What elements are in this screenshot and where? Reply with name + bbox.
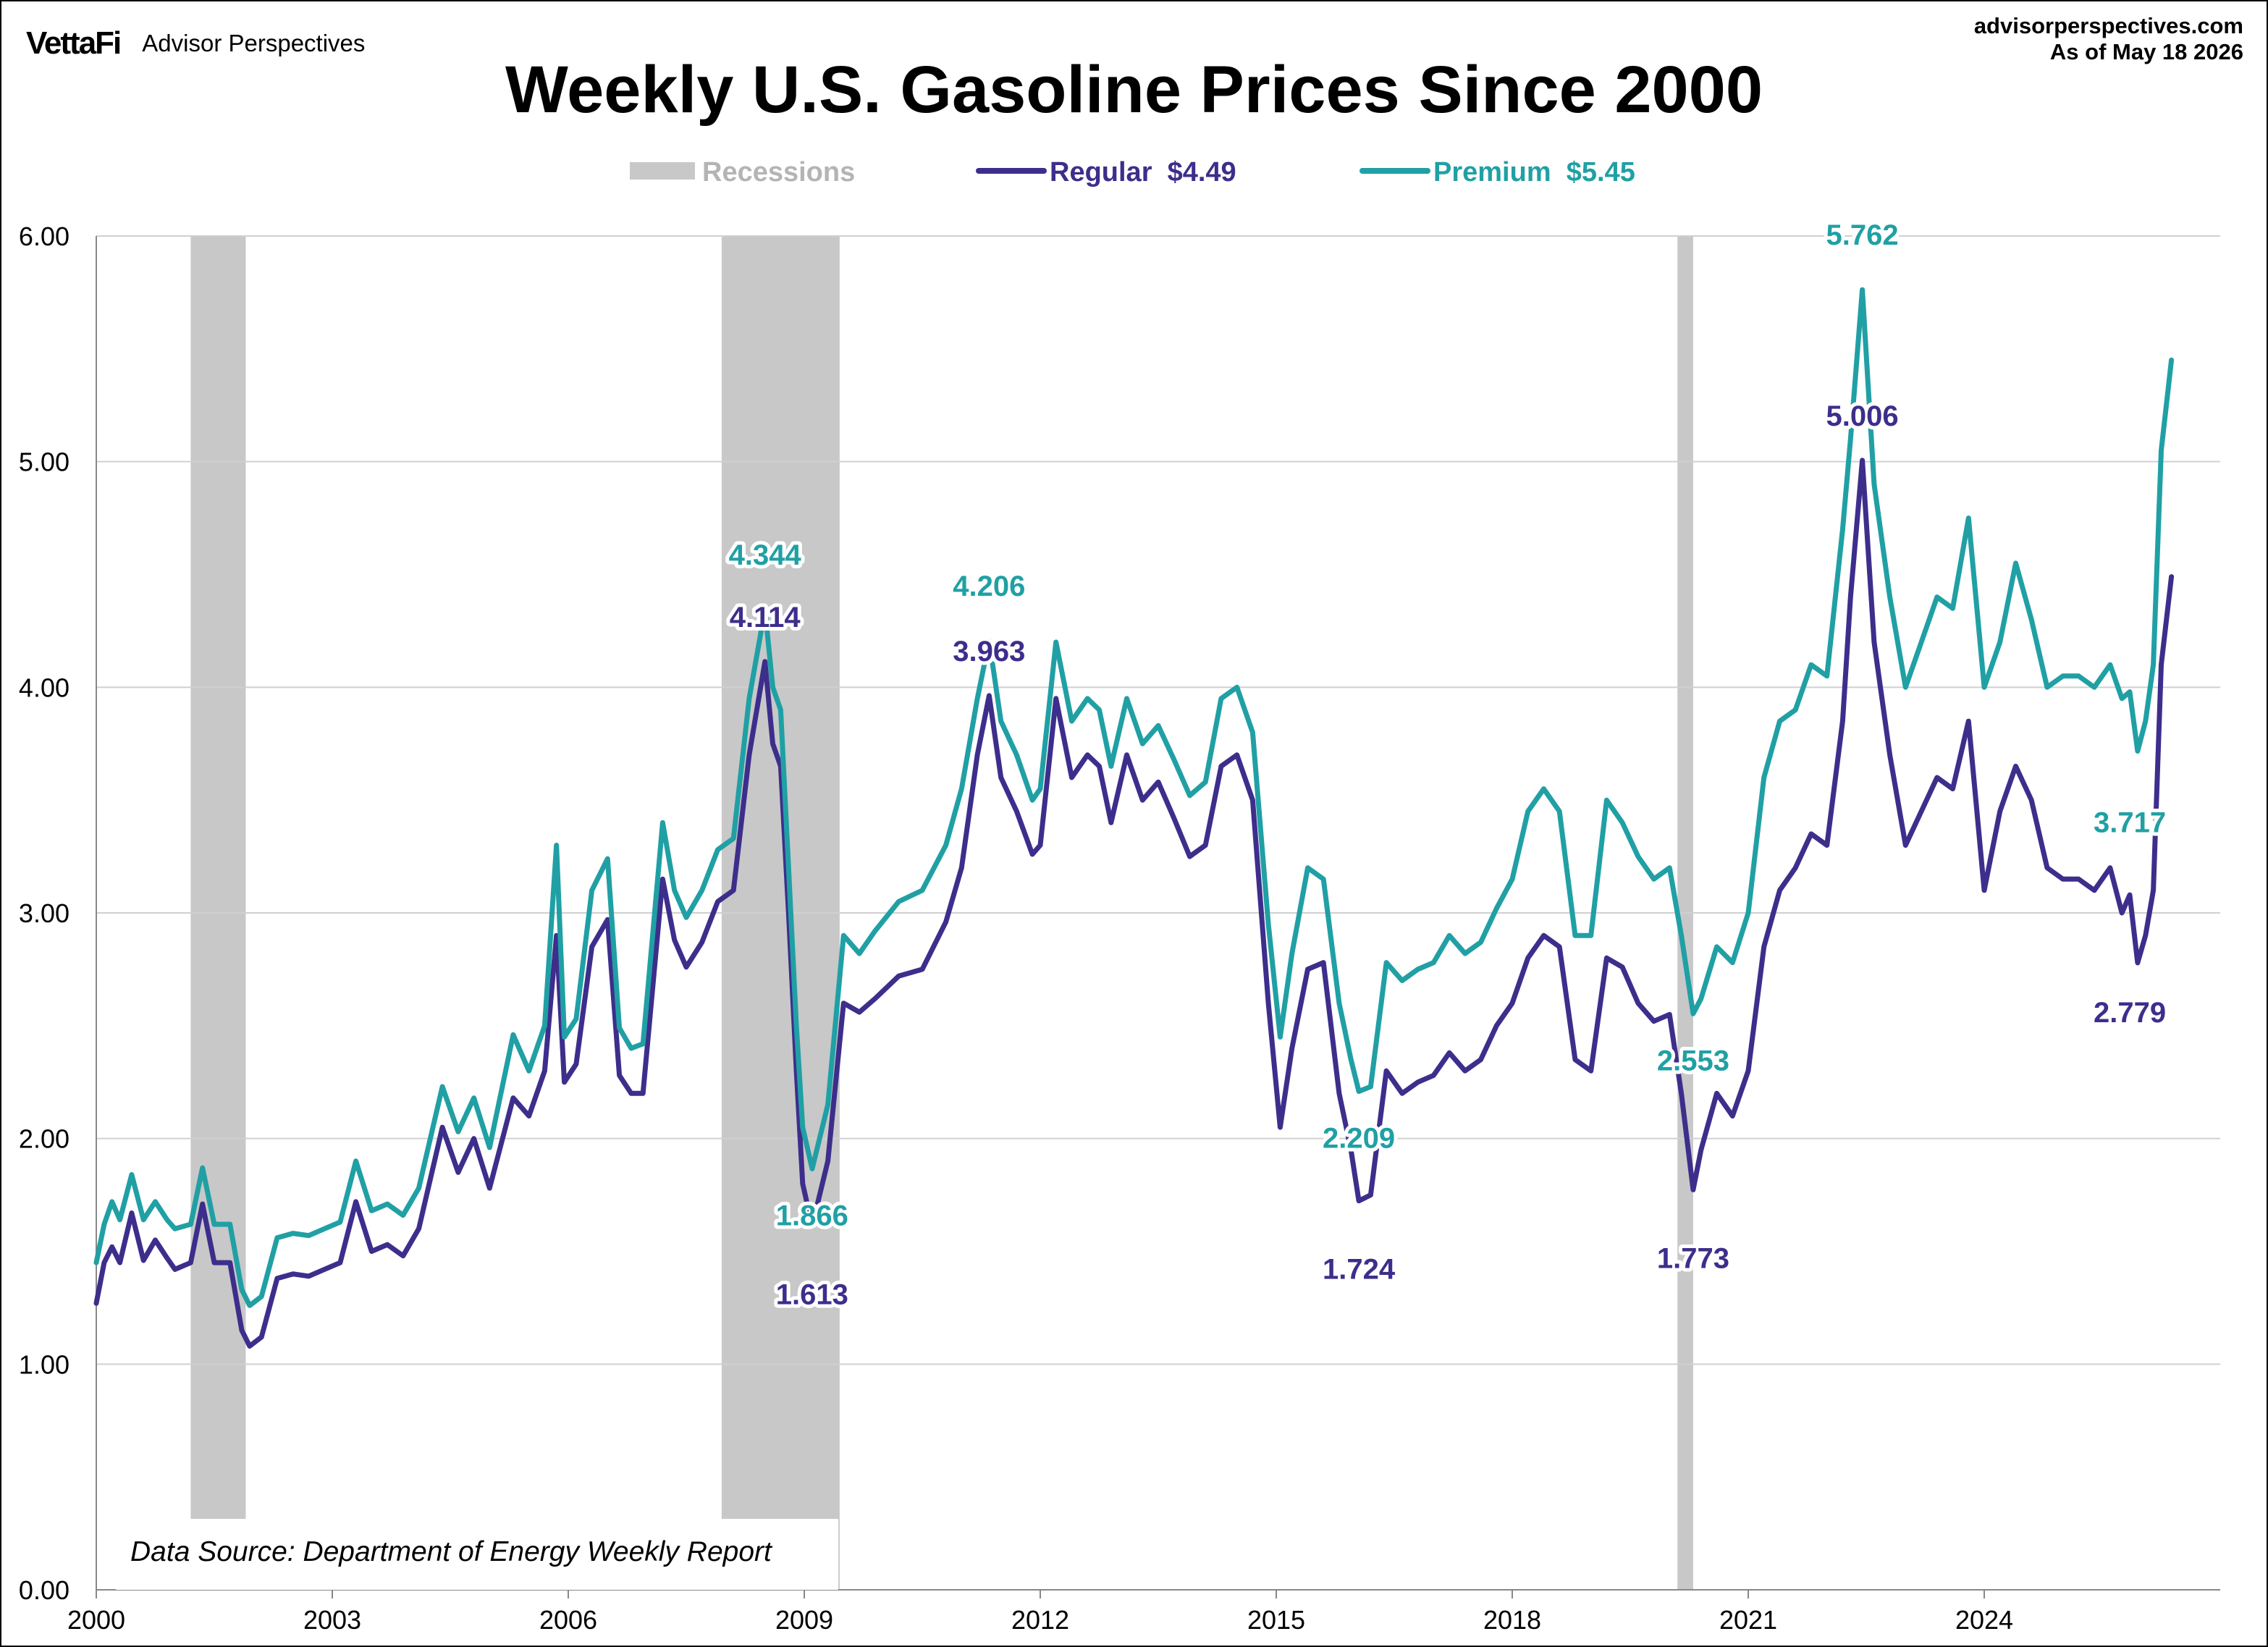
data-label-premium: 4.206	[953, 570, 1025, 602]
source-note: Data Source: Department of Energy Weekly…	[116, 1519, 838, 1590]
data-label-regular: 5.006	[1826, 400, 1899, 432]
y-tick-label: 4.00	[19, 673, 69, 702]
x-tick-label: 2018	[1483, 1605, 1541, 1635]
brand: VettaFi Advisor Perspectives	[26, 22, 365, 65]
source-note-text: Data Source: Department of Energy Weekly…	[130, 1536, 773, 1567]
y-tick-label: 3.00	[19, 898, 69, 928]
chart-title: Weekly U.S. Gasoline Prices Since 2000	[505, 53, 1763, 127]
data-label-regular: 1.773	[1657, 1242, 1729, 1274]
site-url: advisorperspectives.com	[1973, 13, 2243, 38]
site-info: advisorperspectives.com As of May 18 202…	[1974, 13, 2243, 65]
data-label-premium: 2.553	[1657, 1045, 1729, 1077]
legend-label-premium: Premium $5.45	[1433, 157, 1635, 188]
x-tick-label: 2009	[775, 1605, 833, 1635]
y-tick-label: 1.00	[19, 1349, 69, 1379]
series-line-regular	[93, 458, 2175, 1349]
data-label-regular: 3.963	[953, 636, 1025, 667]
grid-lines	[96, 235, 2220, 1591]
as-of-date: As of May 18 2026	[2049, 39, 2243, 64]
y-tick-label: 5.00	[19, 447, 69, 477]
x-tick-label: 2000	[67, 1605, 125, 1635]
data-label-regular: 2.779	[2094, 997, 2166, 1029]
y-tick-label: 0.00	[19, 1575, 69, 1605]
data-label-premium: 2.209	[1323, 1123, 1395, 1155]
source-note-box	[116, 1519, 838, 1590]
x-tick-label: 2015	[1247, 1605, 1305, 1635]
legend-label-recessions: Recessions	[702, 157, 855, 188]
axes: 0.00 1.00 2.00 3.00 4.00 5.00 6.00 2000 2003 2006…	[19, 222, 2220, 1635]
legend-swatch-recessions	[630, 162, 695, 180]
x-tick-label: 2021	[1719, 1605, 1777, 1635]
data-label-regular: 4.114	[730, 602, 801, 633]
data-label-regular: 1.613	[776, 1279, 848, 1310]
series-lines	[93, 287, 2175, 1349]
x-tick-label: 2006	[539, 1605, 597, 1635]
legend: Recessions Regular $4.49 Premium $5.45	[630, 157, 1635, 188]
x-tick-label: 2012	[1011, 1605, 1069, 1635]
data-label-premium: 4.344	[729, 539, 802, 571]
y-tick-label: 2.00	[19, 1124, 69, 1154]
brand-name: Advisor Perspectives	[142, 30, 366, 56]
annotations: 4.344 4.114 1.866 1.613 4.206 3.963 2.209 1.724…	[725, 216, 2170, 1314]
data-label-regular: 1.724	[1323, 1254, 1396, 1286]
brand-logo: VettaFi	[26, 25, 122, 61]
legend-label-regular: Regular $4.49	[1050, 157, 1236, 188]
data-label-premium: 1.866	[776, 1200, 848, 1231]
x-tick-label: 2003	[303, 1605, 361, 1635]
data-label-premium: 5.762	[1826, 219, 1899, 251]
series-line-premium	[93, 287, 2175, 1308]
x-tick-label: 2024	[1955, 1605, 2013, 1635]
y-tick-label: 6.00	[19, 222, 69, 251]
data-label-premium: 3.717	[2094, 807, 2166, 839]
